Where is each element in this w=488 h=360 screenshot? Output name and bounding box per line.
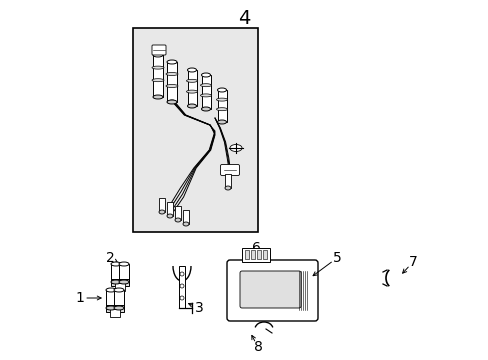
Circle shape [180,272,183,276]
Bar [263,250,266,259]
FancyBboxPatch shape [152,45,165,55]
Ellipse shape [229,144,242,152]
Bar [106,305,124,312]
Ellipse shape [153,53,163,57]
Bar [110,309,120,317]
FancyBboxPatch shape [226,260,317,321]
Text: 3: 3 [194,301,203,315]
Ellipse shape [186,90,197,93]
Bar [119,264,129,282]
Bar [242,248,269,262]
FancyBboxPatch shape [240,271,301,308]
Text: 2: 2 [105,251,114,265]
Ellipse shape [217,120,226,124]
Ellipse shape [167,100,177,104]
Ellipse shape [175,218,181,222]
Text: 1: 1 [76,291,84,305]
Bar [179,266,184,308]
Text: 7: 7 [408,255,417,269]
Circle shape [180,296,183,300]
Text: 8: 8 [253,340,262,354]
Ellipse shape [106,306,116,310]
Bar [153,55,163,97]
Bar [133,28,258,232]
Ellipse shape [167,214,173,218]
Ellipse shape [159,210,164,214]
Text: 5: 5 [332,251,341,265]
Ellipse shape [111,262,121,266]
Bar [111,264,121,282]
Ellipse shape [187,104,196,108]
Bar [159,198,164,212]
Bar [114,290,124,308]
Ellipse shape [200,94,211,97]
Text: 4: 4 [237,9,250,27]
Ellipse shape [216,98,227,101]
Ellipse shape [119,262,129,266]
Bar [187,70,196,106]
Bar [244,250,248,259]
Ellipse shape [119,280,129,284]
Bar [167,202,173,216]
Bar [106,290,116,308]
Ellipse shape [200,84,211,87]
Ellipse shape [153,95,163,99]
Bar [224,174,230,188]
Ellipse shape [187,68,196,72]
Bar [111,279,129,286]
Ellipse shape [114,288,124,292]
Circle shape [180,284,183,288]
Ellipse shape [217,88,226,92]
Ellipse shape [152,66,163,69]
Ellipse shape [111,280,121,284]
Ellipse shape [152,79,163,82]
FancyBboxPatch shape [220,165,239,176]
Bar [115,283,125,291]
Ellipse shape [183,222,189,226]
Ellipse shape [201,73,210,77]
Ellipse shape [165,72,178,76]
Ellipse shape [114,306,124,310]
Bar [167,62,177,102]
Bar [175,206,181,220]
Ellipse shape [186,79,197,82]
Ellipse shape [165,85,178,87]
Bar [250,250,254,259]
Ellipse shape [216,108,227,111]
Bar [257,250,261,259]
Text: 6: 6 [251,241,260,255]
Ellipse shape [167,60,177,64]
Ellipse shape [224,186,230,190]
Bar [201,75,210,109]
Bar [183,210,189,224]
Bar [217,90,226,122]
Ellipse shape [106,288,116,292]
Ellipse shape [201,107,210,111]
